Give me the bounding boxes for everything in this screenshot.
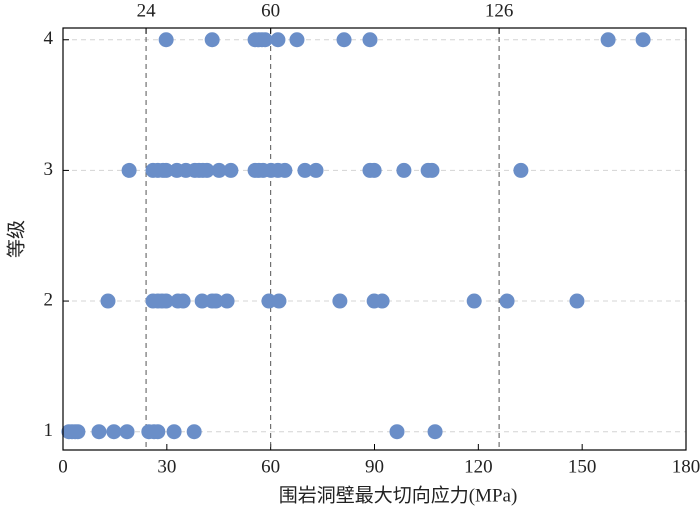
point xyxy=(427,424,443,440)
x-tick-label: 180 xyxy=(672,456,700,477)
point xyxy=(499,293,515,309)
point xyxy=(396,162,412,178)
y-tick-label: 1 xyxy=(44,420,54,441)
point xyxy=(271,293,287,309)
point xyxy=(150,424,166,440)
y-tick-label: 4 xyxy=(44,28,54,49)
point xyxy=(211,162,227,178)
point xyxy=(158,32,174,48)
x-tick-label: 90 xyxy=(365,456,384,477)
point xyxy=(175,293,191,309)
x-axis-label: 围岩洞壁最大切向应力(MPa) xyxy=(279,484,518,506)
point xyxy=(289,32,305,48)
point xyxy=(389,424,405,440)
x-tick-label: 0 xyxy=(58,456,68,477)
x-tick-label: 150 xyxy=(568,456,597,477)
x-tick-label: 60 xyxy=(261,456,280,477)
x2-tick-label: 24 xyxy=(137,0,157,21)
point xyxy=(204,32,220,48)
x-tick-label: 30 xyxy=(157,456,176,477)
point xyxy=(119,424,135,440)
point xyxy=(219,293,235,309)
point xyxy=(466,293,482,309)
point xyxy=(600,32,616,48)
x2-tick-label: 60 xyxy=(261,0,280,21)
point xyxy=(158,162,174,178)
point xyxy=(199,162,215,178)
x2-tick-label: 126 xyxy=(485,0,514,21)
point xyxy=(106,424,122,440)
point xyxy=(308,162,324,178)
point xyxy=(166,424,182,440)
point xyxy=(635,32,651,48)
point xyxy=(158,293,174,309)
point xyxy=(121,162,137,178)
point xyxy=(366,162,382,178)
point xyxy=(186,424,202,440)
y-axis-label: 等级 xyxy=(5,220,27,258)
point xyxy=(332,293,348,309)
point xyxy=(270,32,286,48)
point xyxy=(513,162,529,178)
point xyxy=(374,293,390,309)
x-tick-label: 120 xyxy=(464,456,493,477)
point xyxy=(297,162,313,178)
point xyxy=(91,424,107,440)
y-tick-label: 2 xyxy=(44,289,54,310)
y-tick-label: 3 xyxy=(44,159,54,180)
point xyxy=(277,162,293,178)
point xyxy=(336,32,352,48)
point xyxy=(208,293,224,309)
plot-frame xyxy=(62,27,687,451)
point xyxy=(569,293,585,309)
point xyxy=(362,32,378,48)
point xyxy=(424,162,440,178)
point xyxy=(223,162,239,178)
point xyxy=(70,424,86,440)
point xyxy=(257,32,273,48)
point xyxy=(100,293,116,309)
